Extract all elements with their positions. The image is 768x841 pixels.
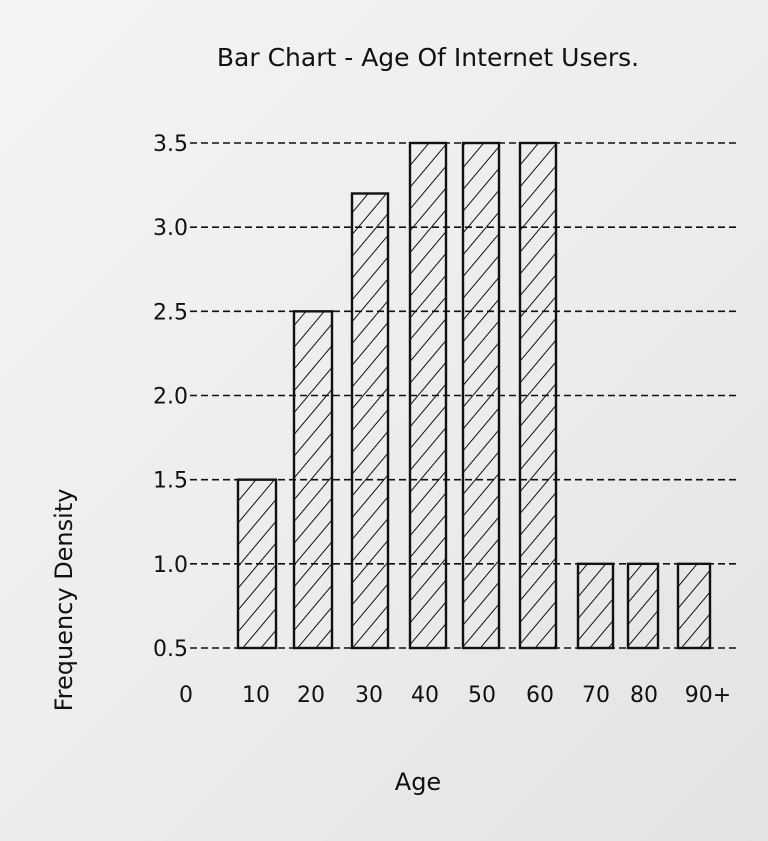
y-tick-label: 3.0	[153, 216, 188, 241]
chart-title: Bar Chart - Age Of Internet Users.	[217, 43, 639, 72]
bar	[350, 192, 390, 650]
x-tick-label: 0	[179, 683, 193, 708]
y-axis-ticks: 0.5 1.0 1.5 2.0 2.5 3.0 3.5	[153, 132, 188, 662]
y-axis-label: Frequency Density	[50, 489, 78, 712]
x-tick-label: 40	[411, 683, 439, 708]
bar	[626, 562, 660, 650]
x-tick-label: 50	[468, 683, 496, 708]
x-tick-label: 30	[355, 683, 383, 708]
x-tick-label: 80	[630, 683, 658, 708]
bar	[461, 141, 501, 650]
x-tick-label: 20	[297, 683, 325, 708]
y-tick-label: 2.5	[153, 300, 188, 325]
y-tick-label: 0.5	[153, 637, 188, 662]
y-tick-label: 3.5	[153, 132, 188, 157]
y-tick-label: 1.0	[153, 553, 188, 578]
x-tick-label: 60	[526, 683, 554, 708]
y-tick-label: 2.0	[153, 385, 188, 410]
bars	[236, 141, 712, 650]
x-tick-label: 70	[582, 683, 610, 708]
y-tick-label: 1.5	[153, 469, 188, 494]
bar	[292, 310, 334, 650]
bar	[676, 562, 712, 650]
x-axis-label: Age	[395, 768, 441, 796]
bar	[576, 562, 615, 650]
bar	[518, 141, 558, 650]
bar	[408, 141, 448, 650]
x-axis-ticks: 0 10 20 30 40 50 60 70 80 90+	[179, 683, 731, 708]
x-tick-label: 10	[242, 683, 270, 708]
bar	[236, 478, 278, 650]
x-tick-label: 90+	[685, 683, 731, 708]
